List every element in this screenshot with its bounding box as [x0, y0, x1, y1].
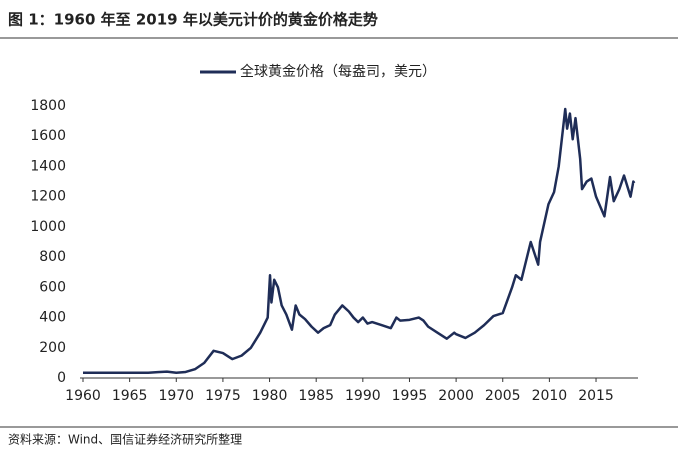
- y-tick-label: 1000: [30, 219, 66, 235]
- y-tick-label: 200: [39, 340, 66, 356]
- y-tick-label: 1600: [30, 128, 66, 144]
- legend-label: 全球黄金价格（每盎司，美元）: [240, 63, 436, 80]
- x-tick-label: 2015: [578, 388, 614, 404]
- x-tick-label: 1965: [112, 388, 148, 404]
- y-tick-label: 600: [39, 279, 66, 295]
- y-tick-label: 400: [39, 310, 66, 326]
- x-tick-label: 1960: [65, 388, 101, 404]
- x-tick-label: 1970: [158, 388, 194, 404]
- series-line: [83, 107, 636, 374]
- source-note: 资料来源：Wind、国信证券经济研究所整理: [8, 432, 242, 447]
- x-tick-label: 1975: [205, 388, 241, 404]
- y-tick-label: 0: [57, 370, 66, 386]
- y-tick-label: 1200: [30, 189, 66, 205]
- x-tick-label: 1990: [345, 388, 381, 404]
- y-tick-label: 1400: [30, 158, 66, 174]
- chart-title: 图 1：1960 年至 2019 年以美元计价的黄金价格走势: [8, 11, 378, 29]
- x-tick-label: 1980: [252, 388, 288, 404]
- y-tick-label: 800: [39, 249, 66, 265]
- x-tick-label: 2000: [438, 388, 474, 404]
- x-tick-label: 1995: [392, 388, 428, 404]
- y-tick-label: 1800: [30, 98, 66, 114]
- x-tick-label: 1985: [298, 388, 334, 404]
- x-tick-label: 2010: [532, 388, 568, 404]
- x-tick-label: 2005: [485, 388, 521, 404]
